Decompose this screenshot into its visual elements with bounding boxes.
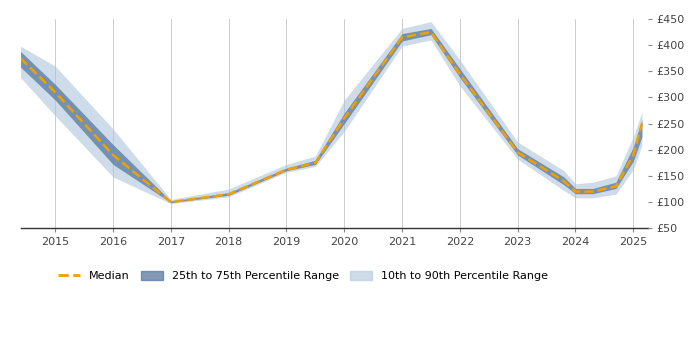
- Legend: Median, 25th to 75th Percentile Range, 10th to 90th Percentile Range: Median, 25th to 75th Percentile Range, 1…: [53, 266, 552, 285]
